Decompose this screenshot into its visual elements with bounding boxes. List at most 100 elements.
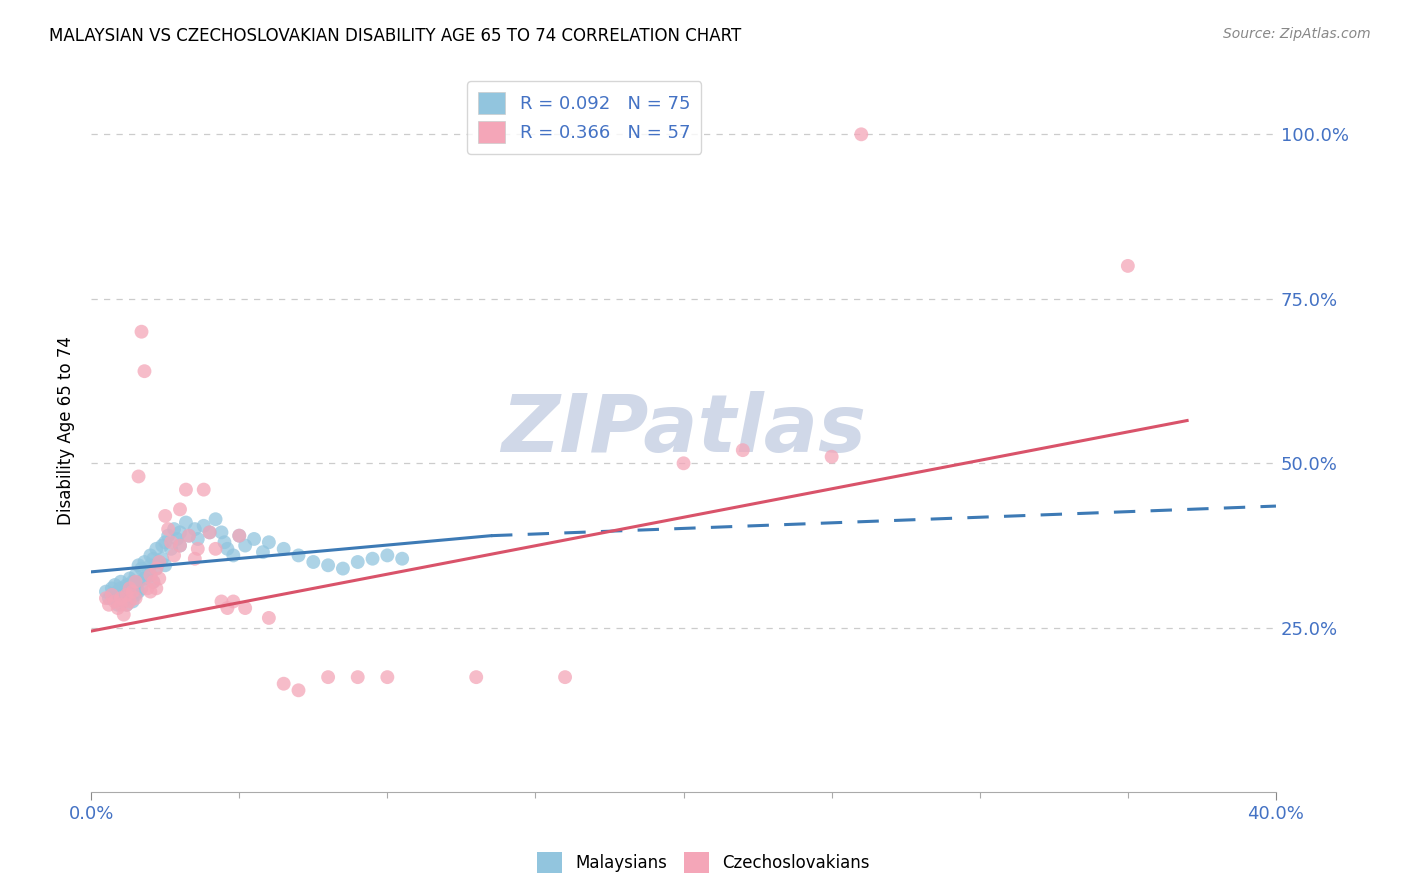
Point [145, 561, 167, 575]
Point [228, 529, 250, 543]
Point [128, 469, 150, 483]
Point [142, 551, 165, 566]
Point [153, 558, 176, 573]
Point [150, 539, 173, 553]
Point [257, 611, 280, 625]
Point [110, 588, 132, 602]
Point [273, 541, 295, 556]
Point [222, 549, 245, 563]
Point [821, 450, 844, 464]
Point [252, 545, 274, 559]
Point [134, 571, 156, 585]
Point [153, 508, 176, 523]
Point [110, 598, 132, 612]
Point [198, 525, 221, 540]
Point [112, 607, 135, 622]
Point [198, 525, 221, 540]
Point [115, 588, 138, 602]
Point [134, 555, 156, 569]
Point [115, 598, 138, 612]
Point [228, 529, 250, 543]
Point [131, 325, 153, 339]
Point [94, 584, 117, 599]
Point [174, 483, 197, 497]
Point [131, 561, 153, 575]
Point [115, 591, 138, 606]
Point [233, 601, 256, 615]
Point [145, 561, 167, 575]
Point [273, 677, 295, 691]
Point [145, 582, 167, 596]
Point [157, 522, 180, 536]
Point [222, 594, 245, 608]
Point [287, 549, 309, 563]
Point [193, 483, 215, 497]
Point [153, 535, 176, 549]
Point [128, 558, 150, 573]
Point [316, 670, 339, 684]
Point [160, 541, 183, 556]
Point [112, 594, 135, 608]
Point [131, 582, 153, 596]
Point [377, 549, 399, 563]
Point [148, 555, 170, 569]
Point [851, 128, 873, 142]
Point [107, 601, 129, 615]
Point [287, 683, 309, 698]
Point [110, 591, 132, 606]
Point [163, 522, 186, 536]
Point [104, 591, 127, 606]
Point [243, 532, 266, 546]
Point [148, 571, 170, 585]
Point [211, 525, 233, 540]
Point [672, 456, 695, 470]
Point [110, 582, 132, 596]
Point [101, 582, 124, 596]
Point [184, 522, 207, 536]
Point [332, 561, 354, 575]
Point [118, 594, 141, 608]
Point [214, 535, 236, 549]
Point [121, 584, 143, 599]
Point [136, 568, 159, 582]
Point [104, 594, 127, 608]
Point [124, 588, 146, 602]
Point [465, 670, 488, 684]
Point [110, 574, 132, 589]
Point [128, 574, 150, 589]
Point [118, 571, 141, 585]
Point [233, 539, 256, 553]
Point [136, 582, 159, 596]
Point [124, 591, 146, 606]
Point [160, 535, 183, 549]
Point [124, 578, 146, 592]
Point [150, 551, 173, 566]
Point [118, 582, 141, 596]
Point [97, 591, 120, 606]
Point [101, 588, 124, 602]
Point [139, 568, 162, 582]
Point [121, 594, 143, 608]
Point [157, 529, 180, 543]
Text: MALAYSIAN VS CZECHOSLOVAKIAN DISABILITY AGE 65 TO 74 CORRELATION CHART: MALAYSIAN VS CZECHOSLOVAKIAN DISABILITY … [49, 27, 741, 45]
Point [316, 558, 339, 573]
Point [112, 584, 135, 599]
Point [204, 512, 226, 526]
Point [139, 549, 162, 563]
Point [118, 582, 141, 596]
Point [115, 578, 138, 592]
Point [139, 584, 162, 599]
Point [128, 584, 150, 599]
Y-axis label: Disability Age 65 to 74: Disability Age 65 to 74 [58, 336, 75, 524]
Point [104, 578, 127, 592]
Point [115, 598, 138, 612]
Point [142, 574, 165, 589]
Point [1116, 259, 1139, 273]
Point [139, 558, 162, 573]
Point [166, 532, 188, 546]
Point [302, 555, 325, 569]
Point [187, 541, 209, 556]
Point [121, 574, 143, 589]
Point [217, 601, 239, 615]
Text: ZIPatlas: ZIPatlas [501, 392, 866, 469]
